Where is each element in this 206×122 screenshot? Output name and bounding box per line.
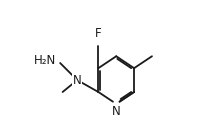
- Text: N: N: [73, 74, 82, 87]
- Text: N: N: [112, 105, 121, 118]
- Text: H₂N: H₂N: [34, 54, 56, 67]
- Text: F: F: [95, 27, 102, 40]
